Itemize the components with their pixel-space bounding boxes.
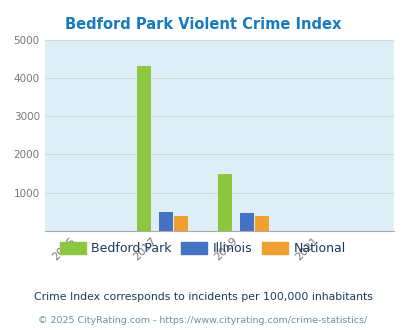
Bar [158,212,173,231]
Bar [239,214,253,231]
Text: Crime Index corresponds to incidents per 100,000 inhabitants: Crime Index corresponds to incidents per… [34,292,371,302]
Text: © 2025 CityRating.com - https://www.cityrating.com/crime-statistics/: © 2025 CityRating.com - https://www.city… [38,316,367,325]
Bar [254,216,268,231]
Bar [137,66,151,231]
Bar [218,174,232,231]
Text: Bedford Park Violent Crime Index: Bedford Park Violent Crime Index [65,17,340,32]
Legend: Bedford Park, Illinois, National: Bedford Park, Illinois, National [55,237,350,260]
Bar [173,216,187,231]
